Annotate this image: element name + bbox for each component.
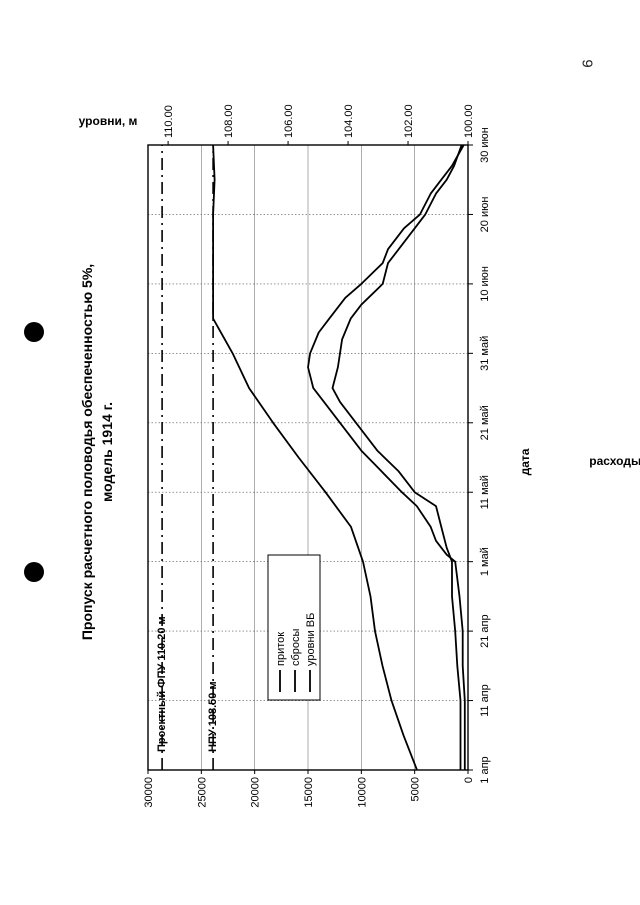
series-line-2: [212, 144, 418, 771]
legend: приток сбросы уровни ВБ: [267, 554, 321, 701]
y-tick-label-right: 102.00: [403, 104, 415, 138]
series-line-1: [331, 144, 463, 770]
chart-subtitle: модель 1914 г.: [99, 402, 115, 502]
y-tick-label-left: 15000: [303, 777, 315, 808]
punch-hole: [24, 322, 44, 342]
y-tick-label-right: 108.00: [223, 104, 235, 138]
annotation-fpu: Проектный ФПУ 110.20 м: [156, 616, 168, 752]
y-tick-label-right: 104.00: [343, 104, 355, 138]
legend-label: уровни ВБ: [305, 613, 317, 666]
x-tick-label: 21 май: [479, 405, 491, 440]
y-tick-label-left: 5000: [410, 777, 422, 801]
y-tick-label-left: 25000: [196, 777, 208, 808]
x-tick-label: 31 май: [479, 336, 491, 371]
x-tick-label: 1 апр: [479, 756, 491, 783]
x-tick-label: 20 июн: [479, 197, 491, 233]
x-tick-label: 1 май: [479, 547, 491, 576]
y-tick-label-right: 100.00: [463, 104, 475, 138]
x-tick-label: 30 июн: [479, 127, 491, 163]
y-tick-label-left: 0: [463, 777, 475, 783]
x-tick-label: 11 май: [479, 475, 491, 509]
y-tick-label-left: 20000: [250, 777, 262, 808]
punch-hole: [24, 562, 44, 582]
y-axis-title-left: расходы, м³/с: [589, 454, 640, 468]
y-tick-label-left: 30000: [143, 777, 155, 808]
x-tick-label: 10 июн: [479, 266, 491, 302]
legend-label: приток: [275, 632, 287, 666]
y-tick-label-left: 10000: [356, 777, 368, 808]
annotation-npu: НПУ 108.50 м: [207, 681, 219, 752]
x-tick-label: 11 апр: [479, 684, 491, 717]
series-line-0: [307, 144, 466, 770]
plot-area: 1 апр 11 апр 21 апр 1 май 11 май 21 май 31 май…: [143, 104, 491, 807]
chart-title: Пропуск расчетного половодья обеспеченно…: [79, 264, 95, 640]
x-tick-label: 21 апр: [479, 614, 491, 647]
legend-box: [267, 554, 321, 701]
y-tick-label-right: 106.00: [283, 104, 295, 138]
y-axis-title-right: уровни, м: [79, 114, 138, 128]
legend-label: сбросы: [290, 628, 302, 666]
x-axis-title: дата: [518, 448, 532, 475]
y-tick-label-right: 110.00: [163, 105, 175, 138]
plot-frame: [147, 144, 469, 771]
